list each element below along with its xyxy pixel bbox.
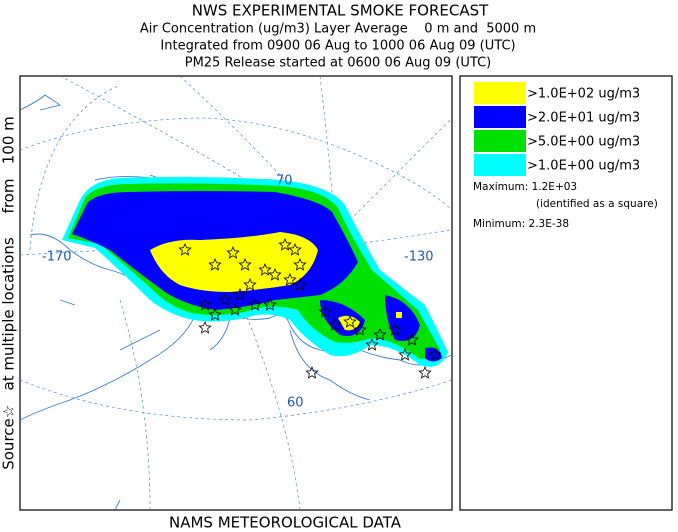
source-marker	[198, 320, 212, 334]
source-marker	[208, 257, 222, 271]
source-marker	[288, 242, 302, 256]
source-marker	[238, 257, 252, 271]
source-marker	[263, 297, 277, 311]
source-marker	[365, 337, 379, 351]
legend-label: >2.0E+01 ug/m3	[527, 111, 640, 126]
source-marker	[283, 272, 297, 286]
source-marker	[226, 245, 240, 259]
source-marker	[218, 292, 232, 306]
source-marker	[248, 297, 262, 311]
source-marker	[258, 262, 272, 276]
legend-label: >1.0E+00 ug/m3	[527, 159, 640, 174]
source-marker	[388, 322, 402, 336]
plume	[150, 232, 402, 331]
source-marker	[178, 242, 192, 256]
legend-label: >5.0E+00 ug/m3	[527, 135, 640, 150]
source-marker	[208, 307, 222, 321]
source-marker	[243, 277, 257, 291]
source-marker	[343, 314, 357, 328]
legend-entries: >1.0E+02 ug/m3 >2.0E+01 ug/m3 >5.0E+00 ug/…	[474, 82, 640, 176]
legend-swatch	[474, 130, 526, 152]
subtitle: Integrated from 0900 06 Aug to 1000 06 A…	[160, 39, 515, 54]
source-marker	[418, 365, 432, 379]
source-markers	[178, 237, 442, 379]
source-marker	[398, 347, 412, 361]
source-marker	[428, 347, 442, 361]
source-marker	[268, 267, 282, 281]
map-label: -130	[404, 250, 434, 265]
legend: >1.0E+02 ug/m3 >2.0E+01 ug/m3 >5.0E+00 ug/…	[459, 75, 673, 511]
map: 70 -170 -130 60	[19, 75, 453, 511]
source-marker	[293, 277, 307, 291]
subtitle: PM25 Release started at 0600 06 Aug 09 (…	[185, 56, 492, 71]
source-marker	[305, 365, 319, 379]
source-marker	[278, 237, 292, 251]
side-label: Source☆ at multiple locations from 100 m	[0, 116, 18, 470]
legend-swatch	[474, 82, 526, 104]
minimum: Minimum: 2.3E-38	[473, 218, 569, 230]
source-marker	[198, 297, 212, 311]
source-marker	[353, 322, 367, 336]
legend-swatch	[474, 154, 526, 176]
map-label: -170	[42, 250, 72, 265]
subtitle: Air Concentration (ug/m3) Layer Average …	[140, 22, 536, 37]
footer: NAMS METEOROLOGICAL DATA	[169, 514, 402, 532]
source-marker	[373, 327, 387, 341]
source-marker	[318, 304, 332, 318]
source-marker	[228, 302, 242, 316]
map-label: 60	[287, 396, 304, 411]
maximum: Maximum: 1.2E+03	[473, 181, 577, 193]
map-label: 70	[276, 174, 293, 189]
source-marker	[233, 287, 247, 301]
source-marker	[328, 317, 342, 331]
maximum-note: (identified as a square)	[536, 198, 658, 210]
source-marker	[405, 332, 419, 346]
legend-label: >1.0E+02 ug/m3	[527, 87, 640, 102]
title: NWS EXPERIMENTAL SMOKE FORECAST	[192, 2, 489, 20]
legend-swatch	[474, 106, 526, 128]
source-marker	[293, 257, 307, 271]
